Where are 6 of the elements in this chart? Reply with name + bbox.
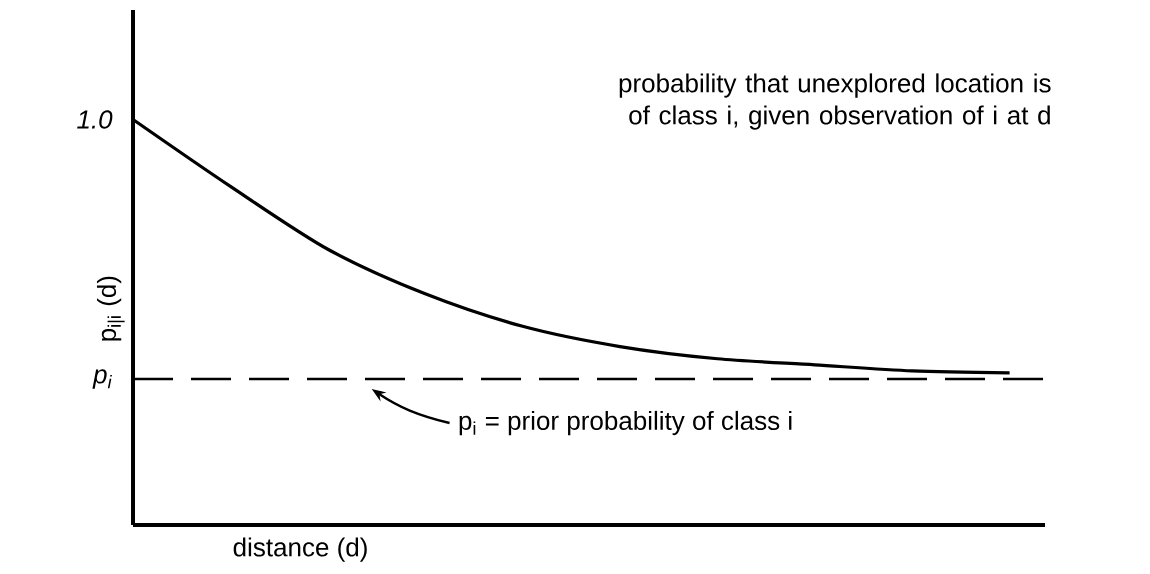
text: 1.0 (77, 110, 113, 129)
text: p$_{i}$ (92, 369, 113, 389)
y-axis-title: p$_{i|i}$ (d) (96, 276, 125, 341)
x-axis-title: distance (d) (233, 537, 367, 562)
chart-title: probability that unexplored location is of class i, given observation of i at d (619, 73, 1051, 130)
legend-label: p$_{i}$ = prior probability of class i (459, 410, 792, 436)
